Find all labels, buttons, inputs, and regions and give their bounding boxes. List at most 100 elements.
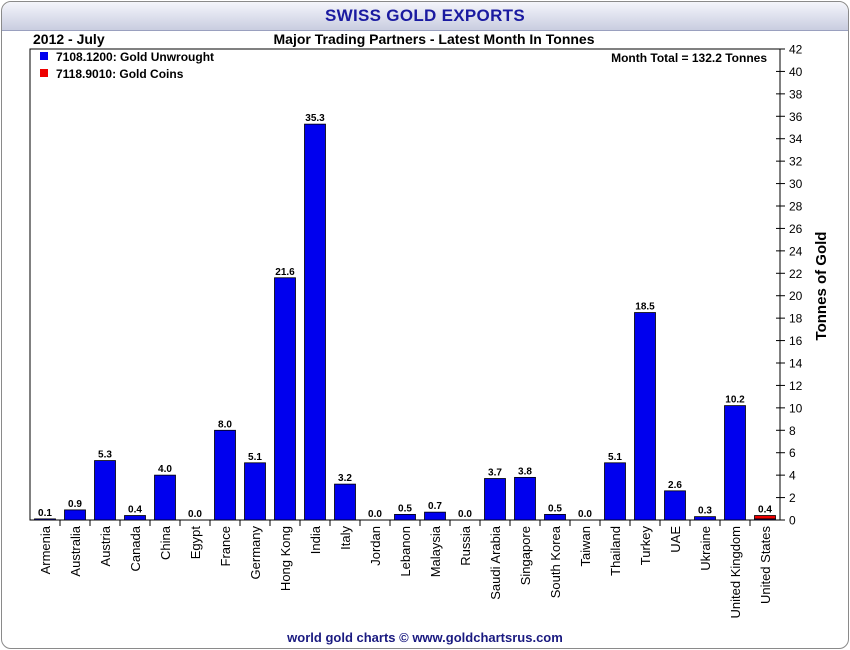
bar-unwrought [334,483,356,521]
data-label: 0.0 [578,509,592,520]
y-tick-label: 14 [789,357,803,371]
data-label: 3.8 [518,466,532,477]
y-axis-title: Tonnes of Gold [813,232,830,341]
bar-unwrought [94,460,116,521]
data-label: 18.5 [635,302,655,313]
y-tick-label: 36 [789,110,803,124]
y-tick-label: 8 [789,424,796,438]
legend-label: 7118.9010: Gold Coins [56,67,184,81]
y-tick-label: 30 [789,177,803,191]
bar-unwrought [664,490,686,521]
x-tick-label: Lebanon [398,526,413,577]
x-tick-label: Taiwan [578,526,593,566]
x-tick-label: India [308,525,323,554]
data-label: 0.3 [698,506,712,517]
bar-unwrought [484,478,506,521]
x-tick-label: Saudi Arabia [488,525,503,599]
y-tick-label: 26 [789,222,803,236]
data-label: 5.1 [608,452,622,463]
title-bar: SWISS GOLD EXPORTS [2,2,848,31]
footer-credit: world gold charts © www.goldchartsrus.co… [287,630,563,645]
data-label: 0.5 [548,503,562,514]
x-tick-label: South Korea [548,525,563,598]
y-tick-label: 20 [789,289,803,303]
x-tick-label: Hong Kong [278,526,293,591]
x-tick-label: United Kingdom [728,526,743,619]
bar-unwrought [244,462,266,521]
data-label: 10.2 [725,395,745,406]
x-tick-label: France [218,526,233,566]
y-tick-label: 38 [789,87,803,101]
data-label: 21.6 [275,267,295,278]
legend-swatch [40,69,48,77]
data-label: 2.6 [668,480,682,491]
period-label: 2012 - July [33,31,105,47]
bar-unwrought [724,405,746,521]
bar-unwrought [214,429,236,521]
bar-unwrought [124,515,146,521]
data-label: 4.0 [158,464,172,475]
x-tick-label: Turkey [638,526,653,566]
data-label: 0.4 [758,505,772,516]
bar-unwrought [634,312,656,521]
data-label: 0.7 [428,501,442,512]
bar-unwrought [514,476,536,521]
x-tick-label: China [158,525,173,560]
x-tick-label: Armenia [38,525,53,574]
y-tick-label: 10 [789,401,803,415]
data-label: 5.3 [98,450,112,461]
x-tick-label: Singapore [518,526,533,585]
y-tick-label: 32 [789,155,803,169]
y-tick-label: 42 [789,43,803,57]
y-tick-label: 4 [789,469,796,483]
y-tick-label: 24 [789,244,803,258]
data-label: 35.3 [305,113,325,124]
month-total: Month Total = 132.2 Tonnes [611,51,767,65]
y-tick-label: 34 [789,132,803,146]
bar-unwrought [274,277,296,521]
bar-coins [754,515,776,520]
bar-unwrought [64,509,86,521]
bar-unwrought [154,474,176,521]
x-tick-label: Malaysia [428,525,443,577]
chart-subtitle: Major Trading Partners - Latest Month In… [273,31,595,47]
x-tick-label: United States [758,526,773,605]
bar-unwrought [304,123,326,521]
x-tick-label: Ukraine [698,526,713,571]
y-tick-label: 28 [789,200,803,214]
bar-unwrought [394,513,416,521]
bar-unwrought [424,511,446,521]
data-label: 5.1 [248,452,262,463]
legend-swatch [40,52,48,60]
x-tick-label: Egypt [188,526,203,560]
y-tick-label: 22 [789,267,803,281]
y-tick-label: 2 [789,491,796,505]
data-label: 0.9 [68,499,82,510]
data-label: 0.1 [38,508,52,519]
y-tick-label: 40 [789,65,803,79]
data-label: 0.4 [128,505,142,516]
y-tick-label: 18 [789,312,803,326]
plot-area [29,48,781,521]
x-tick-label: Italy [338,526,353,550]
x-tick-label: Russia [458,525,473,566]
y-tick-label: 16 [789,334,803,348]
bar-unwrought [34,518,56,521]
chart-title: SWISS GOLD EXPORTS [325,6,525,25]
data-label: 0.0 [368,509,382,520]
bar-unwrought [544,513,566,521]
x-tick-label: Jordan [368,526,383,566]
y-tick-label: 12 [789,379,803,393]
data-label: 3.2 [338,473,352,484]
x-tick-label: Germany [248,526,263,580]
data-label: 0.0 [458,509,472,520]
bar-unwrought [694,516,716,521]
bar-unwrought [604,462,626,521]
data-label: 8.0 [218,419,232,430]
data-label: 3.7 [488,468,502,479]
y-tick-label: 6 [789,446,796,460]
x-tick-label: Austria [98,525,113,566]
legend-label: 7108.1200: Gold Unwrought [56,50,214,64]
